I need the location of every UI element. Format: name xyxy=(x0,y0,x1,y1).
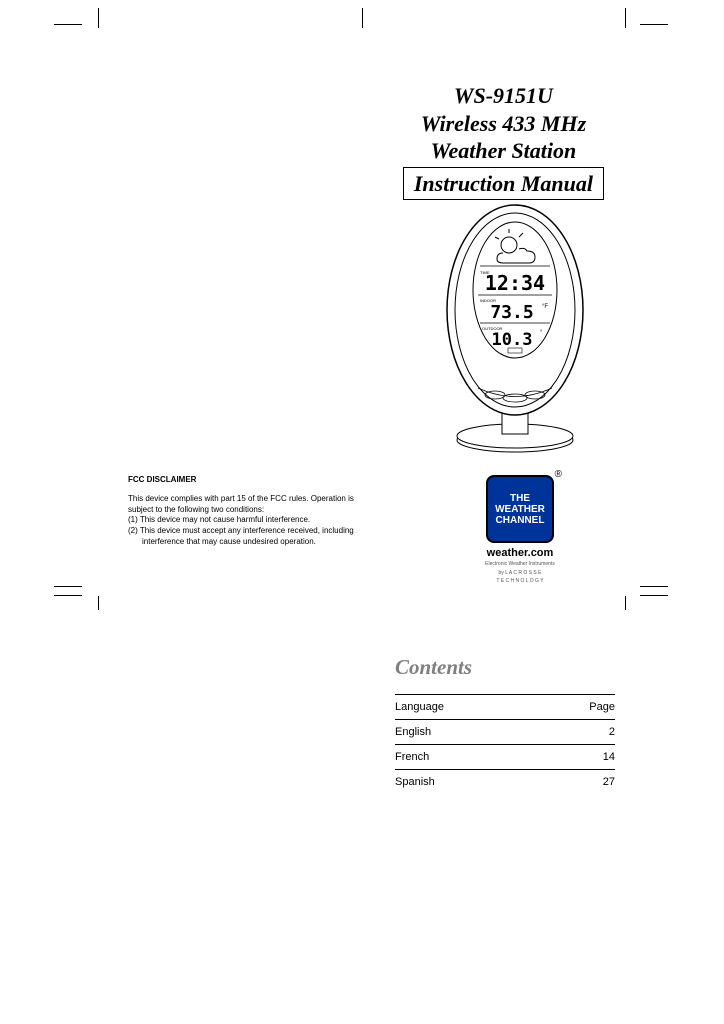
crop-mark xyxy=(625,596,626,610)
contents-lang: French xyxy=(395,751,429,763)
contents-heading: Contents xyxy=(395,655,615,680)
contents-col-page: Page xyxy=(589,701,615,713)
contents-col-lang: Language xyxy=(395,701,444,713)
title-line-2: Wireless 433 MHz xyxy=(403,110,604,138)
table-row: French 14 xyxy=(395,744,615,769)
contents-table: Language Page English 2 French 14 Spanis… xyxy=(395,694,615,794)
crop-mark xyxy=(98,8,99,28)
fcc-disclaimer: FCC DISCLAIMER This device complies with… xyxy=(128,475,373,548)
contents-page: 27 xyxy=(603,776,615,788)
document-title: WS-9151U Wireless 433 MHz Weather Statio… xyxy=(403,82,604,200)
crop-mark xyxy=(640,24,668,25)
logo-subtitle-3: T E C H N O L O G Y xyxy=(470,578,570,585)
contents-section: Contents Language Page English 2 French … xyxy=(395,655,615,794)
table-row: English 2 xyxy=(395,719,615,744)
fcc-item-1: (1) This device may not cause harmful in… xyxy=(128,515,373,526)
logo-line-3: CHANNEL xyxy=(496,515,545,526)
crop-mark xyxy=(640,586,668,587)
title-boxed: Instruction Manual xyxy=(403,167,604,201)
contents-page: 2 xyxy=(609,726,615,738)
title-line-3: Weather Station xyxy=(403,137,604,165)
contents-lang: Spanish xyxy=(395,776,435,788)
logo-url: weather.com xyxy=(470,547,570,559)
contents-header-row: Language Page xyxy=(395,694,615,719)
title-line-1: WS-9151U xyxy=(403,82,604,110)
crop-mark xyxy=(640,595,668,596)
device-illustration: TIME 12:34 INDOOR 73.5 °F OUTDOOR 10.3 ° xyxy=(430,200,600,460)
svg-text:73.5: 73.5 xyxy=(490,302,533,323)
logo-subtitle-1: Electronic Weather Instruments xyxy=(470,561,570,568)
logo-box: THE WEATHER CHANNEL ® xyxy=(486,475,554,543)
svg-text:10.3: 10.3 xyxy=(492,330,533,350)
crop-mark xyxy=(625,8,626,28)
svg-text:°F: °F xyxy=(542,304,548,310)
crop-mark xyxy=(54,595,82,596)
logo-subtitle-2: by L A C R O S S E xyxy=(470,570,570,577)
crop-mark xyxy=(98,596,99,610)
fcc-intro: This device complies with part 15 of the… xyxy=(128,494,373,516)
logo-line-2: WEATHER xyxy=(495,504,545,515)
contents-page: 14 xyxy=(603,751,615,763)
fcc-item-2: (2) This device must accept any interfer… xyxy=(128,526,373,548)
crop-mark xyxy=(54,24,82,25)
svg-text:12:34: 12:34 xyxy=(485,271,545,295)
crop-mark xyxy=(54,586,82,587)
table-row: Spanish 27 xyxy=(395,769,615,794)
fcc-title: FCC DISCLAIMER xyxy=(128,475,373,486)
logo-line-1: THE xyxy=(510,493,530,504)
weather-channel-logo: THE WEATHER CHANNEL ® weather.com Electr… xyxy=(470,475,570,585)
crop-mark xyxy=(362,8,363,28)
contents-lang: English xyxy=(395,726,431,738)
registered-mark: ® xyxy=(555,469,562,480)
